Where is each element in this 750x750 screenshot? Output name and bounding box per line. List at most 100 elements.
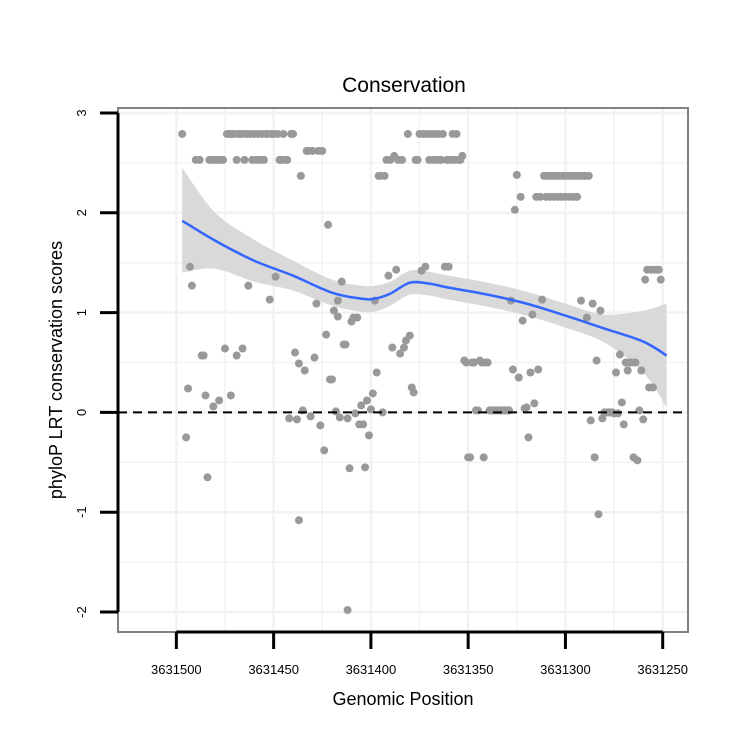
data-point <box>345 464 354 473</box>
x-axis-label: Genomic Position <box>332 689 473 709</box>
data-point <box>594 510 603 519</box>
data-point <box>259 155 268 164</box>
data-point <box>300 366 309 375</box>
data-point <box>584 171 593 180</box>
data-point <box>590 453 599 462</box>
y-axis-label: phyloP LRT conservation scores <box>46 241 66 499</box>
data-point <box>631 358 640 367</box>
data-point <box>333 312 342 321</box>
y-tick-label: 3 <box>74 109 89 116</box>
data-point <box>516 192 525 201</box>
y-tick-label: 1 <box>74 309 89 316</box>
data-point <box>226 391 235 400</box>
data-point <box>333 296 342 305</box>
data-point <box>514 373 523 382</box>
data-point <box>279 129 288 138</box>
data-point <box>294 359 303 368</box>
data-point <box>592 356 601 365</box>
data-point <box>329 306 338 315</box>
data-point <box>312 299 321 308</box>
data-point <box>240 155 249 164</box>
y-tick-label: 2 <box>74 209 89 216</box>
data-point <box>209 402 218 411</box>
smooth-trend-line <box>181 219 668 357</box>
data-point <box>421 262 430 271</box>
data-point <box>380 171 389 180</box>
data-point <box>528 310 537 319</box>
data-point <box>335 413 344 422</box>
data-point <box>289 129 298 138</box>
data-point <box>466 453 475 462</box>
data-point <box>508 365 517 374</box>
data-point <box>534 365 543 374</box>
data-point <box>403 129 412 138</box>
data-point <box>364 431 373 440</box>
data-point <box>318 146 327 155</box>
data-point <box>396 349 405 358</box>
data-point <box>291 348 300 357</box>
data-point <box>526 368 535 377</box>
data-point <box>372 368 381 377</box>
data-point <box>285 414 294 423</box>
data-point <box>623 366 632 375</box>
data-point <box>656 275 665 284</box>
data-point <box>573 192 582 201</box>
data-point <box>357 401 366 410</box>
data-point <box>232 155 241 164</box>
data-point <box>444 262 453 271</box>
data-point <box>518 316 527 325</box>
data-point <box>195 155 204 164</box>
x-tick-label: 3631300 <box>540 662 591 677</box>
data-point <box>512 170 521 179</box>
data-point <box>637 366 646 375</box>
data-point <box>343 414 352 423</box>
data-point <box>617 398 626 407</box>
data-point <box>536 192 545 201</box>
data-point <box>510 205 519 214</box>
data-point <box>577 296 586 305</box>
data-point <box>361 463 370 472</box>
data-point <box>479 453 488 462</box>
data-point <box>588 299 597 308</box>
data-point <box>187 281 196 290</box>
data-point <box>363 396 372 405</box>
data-point <box>458 151 467 160</box>
data-point <box>273 129 282 138</box>
y-tick-label: -1 <box>74 506 89 518</box>
data-point <box>359 420 368 429</box>
data-point <box>351 409 360 418</box>
x-tick-label: 3631500 <box>151 662 202 677</box>
data-point <box>341 340 350 349</box>
data-point <box>201 391 210 400</box>
data-point <box>308 146 317 155</box>
data-point <box>185 262 194 271</box>
data-point <box>353 313 362 322</box>
data-point <box>438 129 447 138</box>
data-point <box>316 421 325 430</box>
data-point <box>306 412 315 421</box>
data-point <box>384 271 393 280</box>
data-point <box>586 416 595 425</box>
data-point <box>366 405 375 414</box>
data-point <box>283 155 292 164</box>
data-point <box>271 272 280 281</box>
data-point <box>232 351 241 360</box>
data-point <box>612 368 621 377</box>
data-point <box>378 408 387 417</box>
data-point <box>322 330 331 339</box>
data-point <box>343 606 352 615</box>
data-point <box>199 351 208 360</box>
data-point <box>596 306 605 315</box>
data-point <box>244 281 253 290</box>
data-point <box>310 353 319 362</box>
y-tick-label: 0 <box>74 409 89 416</box>
data-point <box>320 446 329 455</box>
data-point <box>524 433 533 442</box>
scatter-points <box>178 129 665 615</box>
data-point <box>582 313 591 322</box>
x-tick-label: 3631250 <box>637 662 688 677</box>
data-point <box>648 383 657 392</box>
data-point <box>327 375 336 384</box>
data-point <box>265 295 274 304</box>
data-point <box>641 275 650 284</box>
